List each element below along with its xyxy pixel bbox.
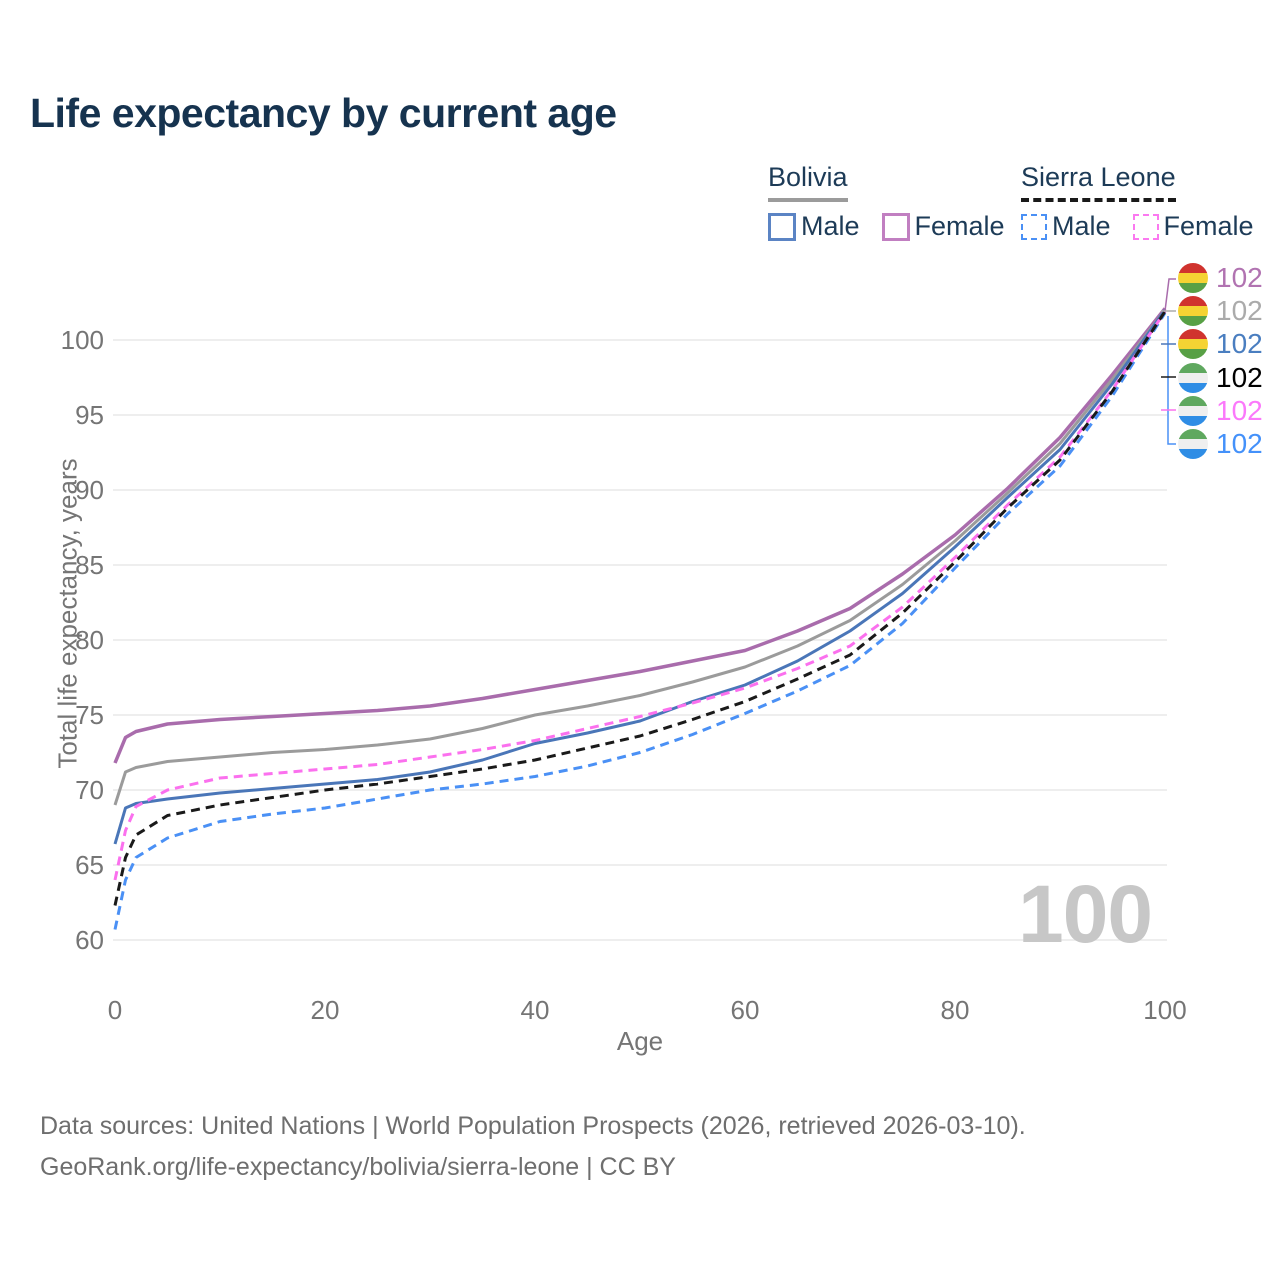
legend-row-sierra-leone: Male Female: [1021, 211, 1276, 242]
end-label-row: 102: [1178, 427, 1263, 460]
legend-item-label: Male: [1052, 211, 1111, 241]
footer-attribution-line: GeoRank.org/life-expectancy/bolivia/sier…: [40, 1153, 676, 1181]
legend-item-label: Female: [914, 211, 1005, 241]
y-tick-label: 85: [75, 550, 104, 580]
x-tick-label: 60: [731, 995, 760, 1025]
series-line-sierra-leone-male[interactable]: [113, 312, 1167, 930]
bolivia-flag-icon: [1178, 295, 1208, 326]
page-title: Life expectancy by current age: [30, 90, 617, 136]
end-labels: 102 102 102 102 102 102: [1178, 261, 1263, 461]
legend-item-bolivia-female[interactable]: Female: [881, 211, 1005, 242]
series-line-bolivia-both-sexes[interactable]: [113, 309, 1167, 806]
y-tick-label: 100: [61, 325, 104, 355]
sierra-leone-flag-icon: [1178, 429, 1208, 460]
sierra-leone-flag-icon: [1178, 395, 1208, 426]
legend-row-bolivia: Male Female: [768, 211, 1027, 242]
x-tick-label: 20: [311, 995, 340, 1025]
end-label-row: 102: [1178, 261, 1263, 294]
end-value: 102: [1216, 394, 1263, 426]
bolivia-male-swatch-icon: [768, 212, 796, 241]
y-tick-label: 75: [75, 700, 104, 730]
data-source-footer: Data sources: United Nations | World Pop…: [40, 1106, 1026, 1188]
age-watermark: 100: [1018, 869, 1153, 960]
end-value: 102: [1216, 261, 1263, 293]
y-tick-label: 65: [75, 850, 104, 880]
x-tick-label: 80: [941, 995, 970, 1025]
legend-country-sierra-leone[interactable]: Sierra Leone: [1021, 162, 1176, 202]
end-value: 102: [1216, 428, 1263, 460]
series-line-bolivia-female[interactable]: [113, 307, 1167, 764]
end-label-row: 102: [1178, 394, 1263, 427]
end-value: 102: [1216, 294, 1263, 326]
y-tick-label: 60: [75, 925, 104, 955]
legend-item-sierra-leone-male[interactable]: Male: [1021, 211, 1111, 242]
legend-item-label: Male: [801, 211, 860, 241]
y-axis-label: Total life expectancy, years: [52, 458, 83, 769]
legend-item-sierra-leone-female[interactable]: Female: [1132, 211, 1254, 242]
y-tick-label: 80: [75, 625, 104, 655]
legend-item-label: Female: [1163, 211, 1254, 241]
end-label-row: 102: [1178, 328, 1263, 361]
series-line-bolivia-male[interactable]: [113, 309, 1167, 845]
y-tick-label: 90: [75, 475, 104, 505]
sierra-leone-female-swatch-icon: [1132, 213, 1159, 240]
series-line-sierra-leone-female[interactable]: [113, 310, 1167, 881]
end-label-row: 102: [1178, 361, 1263, 394]
sierra-leone-male-swatch-icon: [1021, 213, 1047, 240]
sierra-leone-flag-icon: [1178, 362, 1208, 393]
x-tick-label: 40: [521, 995, 550, 1025]
bolivia-flag-icon: [1178, 329, 1208, 360]
leader-line: [1164, 278, 1176, 312]
end-value: 102: [1216, 361, 1263, 393]
leader-line: [1167, 316, 1176, 445]
bolivia-female-swatch-icon: [881, 212, 910, 241]
bolivia-flag-icon: [1178, 262, 1208, 293]
x-tick-label: 0: [108, 995, 122, 1025]
legend-country-bolivia[interactable]: Bolivia: [768, 162, 848, 202]
end-label-row: 102: [1178, 294, 1263, 327]
y-tick-label: 95: [75, 400, 104, 430]
series-line-sierra-leone-both-sexes[interactable]: [113, 310, 1167, 906]
x-axis-label: Age: [616, 1026, 664, 1056]
y-tick-label: 70: [75, 775, 104, 805]
legend-item-bolivia-male[interactable]: Male: [768, 211, 860, 242]
legend-group-bolivia: Bolivia Male Female: [768, 162, 1027, 242]
x-tick-label: 100: [1143, 995, 1186, 1025]
legend-group-sierra-leone: Sierra Leone Male Female: [1021, 162, 1276, 242]
footer-sources-line: Data sources: United Nations | World Pop…: [40, 1112, 1026, 1140]
end-value: 102: [1216, 328, 1263, 360]
